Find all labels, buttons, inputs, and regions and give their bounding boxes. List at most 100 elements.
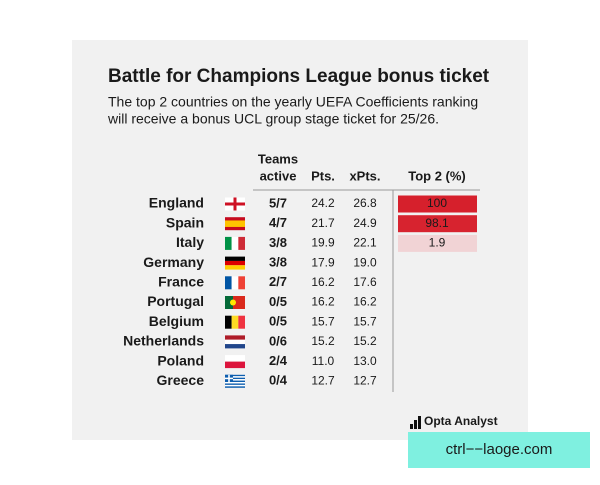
column-header: Pts.	[311, 168, 335, 183]
flag	[225, 355, 245, 369]
flag	[225, 197, 245, 211]
flag	[225, 276, 245, 290]
column-header: Top 2 (%)	[408, 168, 466, 183]
flag-part	[233, 296, 245, 309]
country: Netherlands	[123, 333, 204, 349]
flag-part	[225, 379, 245, 381]
top2-cell	[398, 234, 477, 252]
flag	[225, 335, 245, 349]
flag-part	[225, 376, 245, 378]
column-header: xPts.	[349, 168, 380, 183]
teams-active: 0/5	[269, 314, 287, 329]
expected-points: 12.7	[353, 373, 377, 387]
points: 11.0	[312, 354, 335, 368]
flag-part	[230, 299, 236, 306]
flag	[225, 315, 245, 329]
flag	[225, 296, 245, 309]
table-row: Netherlands 0/6 15.2 15.2	[123, 333, 377, 349]
expected-points: 26.8	[353, 196, 377, 210]
teams-active: 2/7	[269, 274, 287, 289]
teams-active: 2/4	[269, 353, 288, 368]
expected-points: 15.7	[353, 314, 377, 328]
country: Belgium	[149, 313, 204, 329]
flag-part	[225, 383, 245, 385]
flag-part	[225, 315, 232, 329]
top2-value: 1.9	[429, 236, 446, 250]
flag-part	[225, 355, 245, 362]
points: 17.9	[311, 255, 335, 269]
points: 15.7	[311, 314, 335, 328]
watermark: ctrl−−laoge.com	[446, 441, 553, 458]
table-row: Spain 4/7 21.7 24.9 98.1	[166, 214, 477, 233]
top2-cell	[398, 215, 477, 233]
points: 21.7	[311, 216, 335, 230]
teams-active: 0/6	[269, 333, 287, 348]
expected-points: 17.6	[353, 275, 377, 289]
points: 19.9	[311, 236, 335, 250]
flag-part	[225, 335, 245, 340]
teams-active: 3/8	[269, 235, 287, 250]
points: 24.2	[311, 196, 335, 210]
flag-part	[225, 382, 245, 384]
flag-part	[225, 377, 233, 380]
table-row: France 2/7 16.2 17.6	[158, 274, 377, 290]
flag	[225, 217, 245, 231]
column-header: active	[260, 168, 297, 183]
flag-part	[225, 296, 233, 309]
table-row: Germany 3/8 17.9 19.0	[143, 254, 377, 270]
flag-part	[225, 361, 245, 369]
points: 16.2	[311, 295, 335, 309]
table-row: Greece 0/4 12.7 12.7	[157, 372, 377, 388]
subtitle: The top 2 countries on the yearly UEFA C…	[108, 94, 478, 110]
teams-active: 4/7	[269, 215, 287, 230]
logo: Opta Analyst	[410, 414, 498, 429]
top2-value: 98.1	[425, 216, 449, 230]
expected-points: 24.9	[353, 216, 377, 230]
title: Battle for Champions League bonus ticket	[108, 66, 490, 87]
watermark-box	[408, 432, 590, 468]
flag-part	[231, 236, 239, 250]
table-row: Belgium 0/5 15.7 15.7	[149, 313, 377, 329]
flag-part	[225, 386, 245, 388]
flag-part	[225, 202, 245, 206]
points: 16.2	[311, 275, 335, 289]
flag-part	[225, 256, 245, 261]
expected-points: 15.2	[353, 334, 377, 348]
top2-value: 100	[427, 196, 447, 210]
expected-points: 22.1	[353, 236, 377, 250]
flag-part	[225, 339, 245, 345]
teams-active: 0/4	[269, 373, 288, 388]
flag-part	[238, 236, 245, 250]
flag-part	[238, 276, 245, 290]
country: Germany	[143, 254, 204, 270]
country: Poland	[157, 352, 204, 368]
points: 12.7	[311, 373, 335, 387]
table-row: Poland 2/4 11.0 13.0	[157, 352, 377, 368]
flag-part	[238, 315, 245, 329]
flag-part	[225, 344, 245, 349]
table-row: England 5/7 24.2 26.8 100	[149, 195, 477, 213]
expected-points: 16.2	[353, 295, 377, 309]
column-header: Teams	[258, 151, 298, 166]
logo-text: Opta Analyst	[424, 414, 498, 428]
teams-active: 3/8	[269, 255, 287, 270]
flag-part	[225, 276, 232, 290]
flag	[225, 256, 245, 270]
country: Greece	[157, 372, 205, 388]
country: England	[149, 195, 204, 211]
teams-active: 5/7	[269, 195, 287, 210]
flag-part	[225, 374, 245, 377]
flag-part	[225, 260, 245, 266]
flag	[225, 236, 245, 250]
flag-part	[231, 315, 239, 329]
flag	[225, 374, 245, 388]
teams-active: 0/5	[269, 294, 287, 309]
flag-part	[225, 265, 245, 270]
flag-part	[225, 380, 245, 383]
table-row: Italy 3/8 19.9 22.1 1.9	[176, 234, 477, 252]
subtitle: will receive a bonus UCL group stage tic…	[107, 111, 439, 127]
top2-cell	[398, 195, 477, 213]
flag-part	[231, 276, 239, 290]
flag-part	[225, 236, 232, 250]
points: 15.2	[311, 334, 335, 348]
